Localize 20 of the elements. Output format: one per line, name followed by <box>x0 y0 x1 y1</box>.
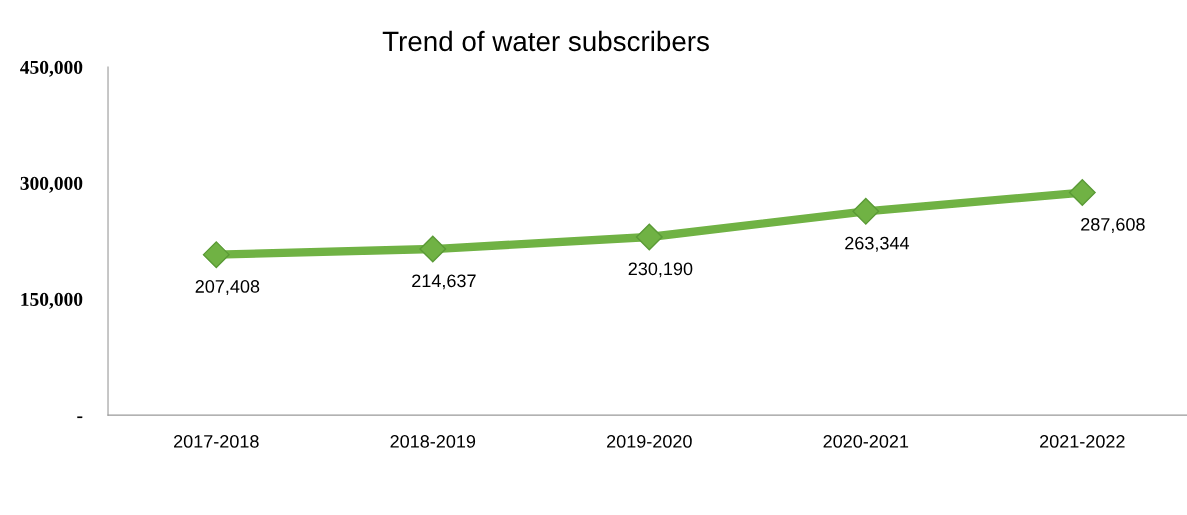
x-tick-label: 2021-2022 <box>1040 435 1125 448</box>
y-tick-label: 450,000 <box>20 60 83 77</box>
y-tick-label: 300,000 <box>20 176 83 193</box>
point <box>419 235 447 263</box>
y-tick-label: - <box>77 416 83 419</box>
point <box>635 223 663 251</box>
point <box>202 241 230 269</box>
data-label: 207,408 <box>195 280 260 295</box>
x-tick-label: 2017-2018 <box>174 435 259 448</box>
data-label: 287,608 <box>1081 217 1145 233</box>
x-tick-label: 2019-2020 <box>607 435 692 448</box>
point <box>852 197 880 225</box>
data-label: 230,190 <box>628 262 693 278</box>
x-tick-label: 2020-2021 <box>823 435 909 448</box>
data-label: 214,637 <box>412 274 476 290</box>
data-label: 263,344 <box>845 236 910 252</box>
point <box>1068 179 1096 207</box>
chart-title: Trend of water subscribers <box>382 30 709 52</box>
y-tick-label: 150,000 <box>21 292 83 309</box>
x-tick-label: 2018-2019 <box>390 435 476 448</box>
